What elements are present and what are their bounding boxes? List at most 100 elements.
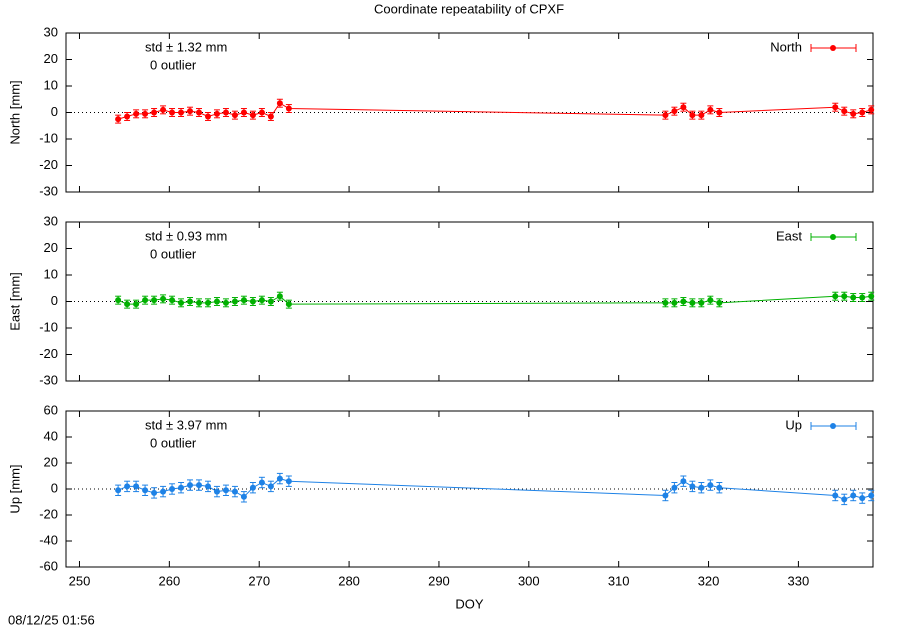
y-tick-label: 20 [44,240,58,255]
y-tick-label: 20 [44,454,58,469]
data-point [850,294,857,301]
data-point [240,297,247,304]
data-point [124,483,131,490]
data-point [662,299,669,306]
y-tick-label: 40 [44,428,58,443]
data-point [115,297,122,304]
data-point [716,484,723,491]
y-tick-label: -10 [39,319,58,334]
annotation: std ± 1.32 mm [145,39,227,54]
data-point [204,483,211,490]
x-tick-label: 310 [608,573,630,588]
data-point [133,110,140,117]
data-point [868,293,875,300]
annotation: 0 outlier [150,57,197,72]
data-point [698,299,705,306]
data-point [841,108,848,115]
data-point [115,487,122,494]
data-point [662,112,669,119]
data-point [671,108,678,115]
x-tick-label: 330 [788,573,810,588]
data-point [249,298,256,305]
x-tick-label: 260 [158,573,180,588]
data-point [222,487,229,494]
annotation: std ± 0.93 mm [145,228,227,243]
data-point [204,299,211,306]
data-point [707,297,714,304]
data-point [832,492,839,499]
data-point [689,299,696,306]
data-point [169,297,176,304]
y-tick-label: 10 [44,266,58,281]
x-axis-label: DOY [455,596,484,611]
data-point [213,488,220,495]
y-tick-label: 30 [44,213,58,228]
data-point [124,113,131,120]
x-tick-label: 270 [248,573,270,588]
data-point [115,116,122,123]
data-point [859,294,866,301]
data-point [133,301,140,308]
data-point [868,106,875,113]
data-point [142,110,149,117]
data-point [716,109,723,116]
y-tick-label: 0 [51,293,58,308]
data-point [698,484,705,491]
data-point [276,475,283,482]
data-point [196,482,203,489]
y-tick-label: 60 [44,402,58,417]
y-tick-label: 0 [51,480,58,495]
y-tick-label: 10 [44,77,58,92]
data-point [213,298,220,305]
data-point [178,484,185,491]
data-point [231,488,238,495]
data-point [276,293,283,300]
data-point [859,495,866,502]
data-point [151,489,158,496]
legend-label: Up [785,417,802,432]
data-point [258,479,265,486]
data-point [222,299,229,306]
y-tick-label: -60 [39,558,58,573]
data-point [231,112,238,119]
y-tick-label: -10 [39,130,58,145]
data-point [160,488,167,495]
y-tick-label: 0 [51,104,58,119]
data-point [680,104,687,111]
data-point [222,109,229,116]
data-point [196,109,203,116]
data-point [698,112,705,119]
chart-title: Coordinate repeatability of CPXF [374,1,564,16]
data-point [707,106,714,113]
data-point [160,295,167,302]
data-point [249,484,256,491]
data-point [187,108,194,115]
data-point [716,299,723,306]
data-point [850,492,857,499]
data-point [671,484,678,491]
y-tick-label: -30 [39,183,58,198]
data-point [689,112,696,119]
data-point [133,483,140,490]
data-point [285,478,292,485]
y-tick-label: -20 [39,346,58,361]
y-tick-label: -20 [39,157,58,172]
data-point [249,112,256,119]
annotation: 0 outlier [150,435,197,450]
data-point [213,110,220,117]
x-tick-label: 280 [338,573,360,588]
data-point [859,109,866,116]
annotation: 0 outlier [150,246,197,261]
data-point [231,298,238,305]
data-point [187,298,194,305]
y-axis-label: North [mm] [7,80,22,144]
legend-marker [830,45,836,51]
data-point [178,299,185,306]
data-point [142,297,149,304]
data-point [285,301,292,308]
data-point [662,492,669,499]
data-point [832,104,839,111]
data-point [240,493,247,500]
data-point [276,100,283,107]
